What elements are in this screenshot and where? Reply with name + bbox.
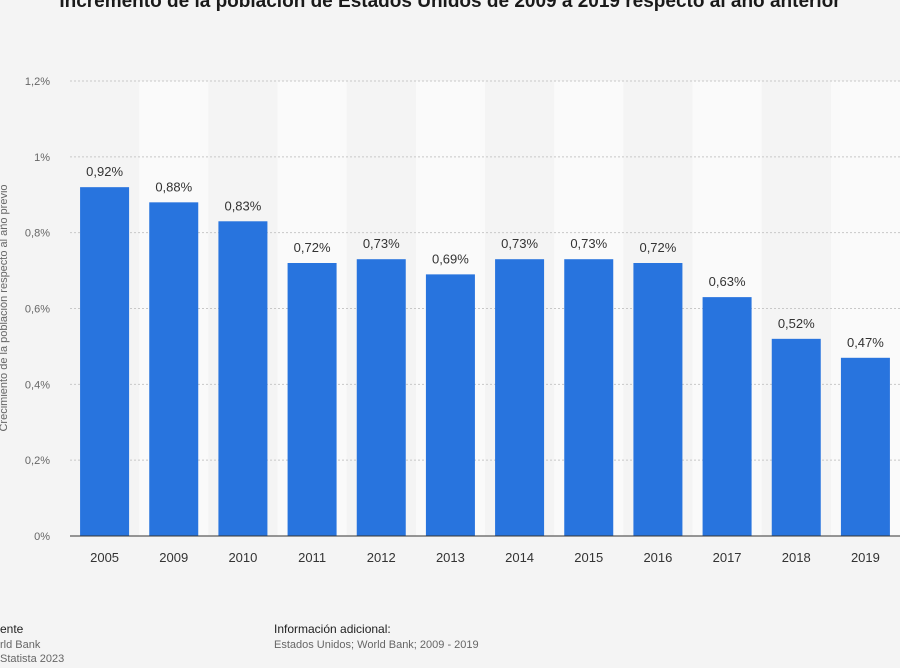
- x-tick-label: 2013: [436, 550, 465, 565]
- data-label: 0,69%: [432, 251, 469, 266]
- bar-2016[interactable]: [633, 263, 683, 536]
- source-block: ente rld Bank Statista 2023: [0, 622, 64, 666]
- y-axis-label: Crecimiento de la población respecto al …: [0, 184, 10, 431]
- bar-2014[interactable]: [495, 259, 545, 536]
- source-line-1: rld Bank: [0, 639, 41, 651]
- x-tick-label: 2018: [782, 550, 811, 565]
- data-label: 0,47%: [847, 335, 884, 350]
- bar-2011[interactable]: [287, 263, 337, 536]
- x-tick-label: 2019: [851, 550, 880, 565]
- y-tick-label: 0,6%: [25, 304, 50, 316]
- x-tick-label: 2005: [90, 550, 119, 565]
- bar-2017[interactable]: [702, 297, 752, 536]
- x-tick-label: 2017: [713, 550, 742, 565]
- x-tick-label: 2015: [574, 550, 603, 565]
- additional-info-heading: Información adicional:: [274, 622, 391, 636]
- y-tick-label: 0,2%: [25, 455, 50, 467]
- value-labels: 0,92% 0,88% 0,83% 0,72% 0,73% 0,69% 0,73% 0,73%…: [86, 164, 884, 350]
- data-label: 0,73%: [363, 236, 400, 251]
- bar-2012[interactable]: [356, 259, 406, 536]
- bars: [80, 187, 890, 537]
- source-line-2: Statista 2023: [0, 653, 65, 665]
- x-axis-ticks: 2005 2009 2010 2011 2012 2013 2014 2015 2016 2017…: [90, 550, 880, 565]
- y-tick-label: 1,2%: [25, 76, 50, 88]
- bar-2018[interactable]: [771, 338, 821, 536]
- bar-2010[interactable]: [218, 221, 268, 536]
- x-tick-label: 2009: [159, 550, 188, 565]
- y-tick-label: 0,4%: [25, 379, 50, 391]
- data-label: 0,72%: [294, 240, 331, 255]
- source-heading: ente: [0, 622, 24, 636]
- x-tick-label: 2016: [643, 550, 672, 565]
- x-tick-label: 2012: [367, 550, 396, 565]
- y-tick-label: 1%: [34, 152, 50, 164]
- data-label: 0,92%: [86, 164, 123, 179]
- chart-title: Incremento de la población de Estados Un…: [59, 0, 841, 12]
- y-axis-ticks: 0% 0,2% 0,4% 0,6% 0,8% 1% 1,2%: [25, 76, 50, 543]
- data-label: 0,73%: [570, 236, 607, 251]
- y-tick-label: 0,8%: [25, 228, 50, 240]
- bar-2015[interactable]: [564, 259, 614, 536]
- data-label: 0,72%: [639, 240, 676, 255]
- data-label: 0,88%: [155, 179, 192, 194]
- data-label: 0,73%: [501, 236, 538, 251]
- bar-2009[interactable]: [149, 202, 199, 537]
- x-tick-label: 2010: [228, 550, 257, 565]
- bar-2005[interactable]: [80, 187, 130, 536]
- x-tick-label: 2014: [505, 550, 534, 565]
- bar-2019[interactable]: [840, 357, 890, 536]
- y-tick-label: 0%: [34, 531, 50, 543]
- data-label: 0,52%: [778, 316, 815, 331]
- x-tick-label: 2011: [298, 550, 326, 565]
- bar-chart: 0% 0,2% 0,4% 0,6% 0,8% 1% 1,2% 0,92% 0,88% 0,83%…: [0, 76, 900, 565]
- data-label: 0,63%: [709, 274, 746, 289]
- additional-info-text: Estados Unidos; World Bank; 2009 - 2019: [274, 639, 479, 651]
- bar-2013[interactable]: [425, 274, 475, 536]
- data-label: 0,83%: [224, 198, 261, 213]
- additional-info-block: Información adicional: Estados Unidos; W…: [274, 622, 479, 652]
